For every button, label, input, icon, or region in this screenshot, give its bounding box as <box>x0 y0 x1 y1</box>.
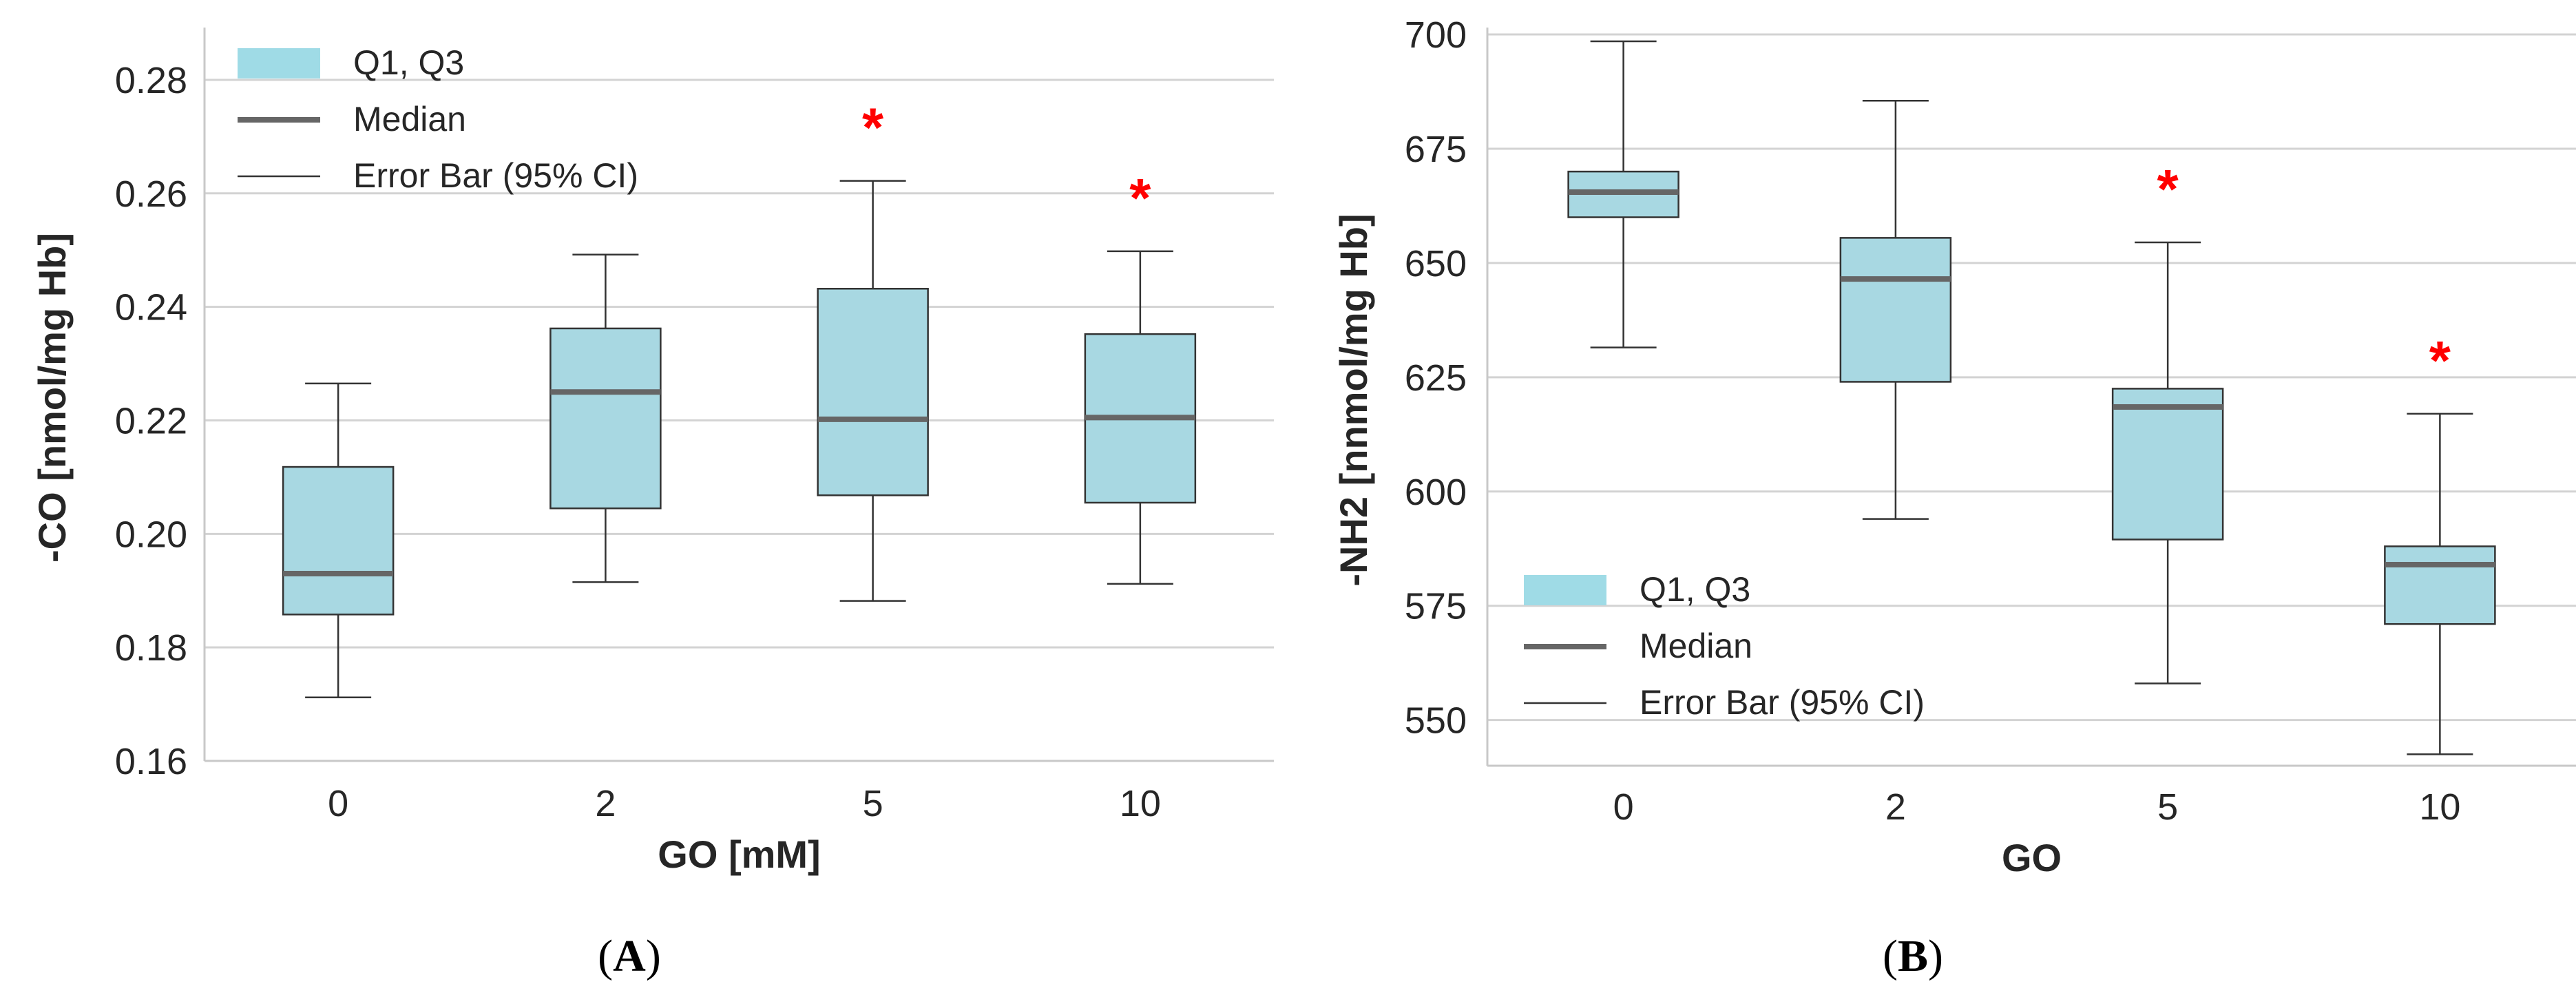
panel-label: (B) <box>1883 931 1943 981</box>
legend-patch <box>238 48 320 79</box>
panel-label-close: ) <box>1928 931 1943 981</box>
iqr-box <box>1839 237 1952 383</box>
y-axis-title: -NH2 [nnmol/mg Hb] <box>1332 213 1375 586</box>
box-10: * <box>1084 167 1197 585</box>
y-tick-label: 0.24 <box>115 287 187 328</box>
box-2 <box>549 253 662 583</box>
significance-star: * <box>2429 330 2451 391</box>
legend: Q1, Q3 Median Error Bar (95% CI) <box>1524 570 1925 722</box>
iqr-box <box>282 466 395 616</box>
iqr-box <box>2111 388 2224 541</box>
legend-label: Median <box>1640 627 1752 665</box>
x-tick-label: 10 <box>2419 786 2460 828</box>
box-10: * <box>2384 330 2496 755</box>
y-tick-label: 625 <box>1405 357 1467 399</box>
y-tick-label: 650 <box>1405 243 1467 284</box>
box-5: * <box>817 97 929 602</box>
y-tick-label: 675 <box>1405 129 1467 170</box>
box-5: * <box>2111 158 2224 684</box>
y-axis-title: -CO [nmol/mg Hb] <box>30 233 74 563</box>
legend-label: Q1, Q3 <box>353 43 464 82</box>
x-axis-title: GO <box>2002 836 2062 879</box>
iqr-box <box>2384 545 2496 625</box>
box-2 <box>1839 99 1952 520</box>
y-tick-label: 0.26 <box>115 174 187 215</box>
panel-label: (A) <box>598 931 661 981</box>
chart-panel-b: 550 575 600 625 650 675 700 0 2 * 5 * 10 GO -NH2 [nnmo… <box>1332 14 2576 981</box>
legend-label: Median <box>353 100 466 138</box>
x-tick-label: 0 <box>328 783 348 824</box>
y-tick-label: 700 <box>1405 14 1467 56</box>
panel-label-open: ( <box>598 931 613 981</box>
y-tick-label: 0.22 <box>115 400 187 441</box>
significance-star: * <box>1129 167 1151 229</box>
legend: Q1, Q3 Median Error Bar (95% CI) <box>238 43 638 195</box>
x-tick-label: 5 <box>863 783 883 824</box>
panel-label-close: ) <box>646 931 661 981</box>
y-tick-label: 0.28 <box>115 60 187 101</box>
x-tick-label: 0 <box>1613 786 1634 828</box>
x-tick-label: 2 <box>595 783 616 824</box>
y-tick-label: 575 <box>1405 586 1467 627</box>
chart-panel-a: 0.16 0.18 0.20 0.22 0.24 0.26 0.28 0 2 * 5 * 10 GO [m… <box>30 28 1274 981</box>
x-axis-title: GO [mM] <box>658 833 820 876</box>
legend-label: Error Bar (95% CI) <box>1640 683 1925 722</box>
x-tick-label: 10 <box>1120 783 1161 824</box>
y-tick-label: 0.18 <box>115 627 187 669</box>
panel-label-letter: B <box>1898 931 1928 981</box>
panel-label-letter: A <box>613 931 646 981</box>
legend-patch <box>1524 575 1606 605</box>
panel-label-open: ( <box>1883 931 1898 981</box>
y-tick-label: 600 <box>1405 472 1467 513</box>
significance-star: * <box>862 97 884 158</box>
y-tick-label: 0.20 <box>115 514 187 555</box>
x-tick-label: 2 <box>1885 786 1906 828</box>
box-0 <box>1567 40 1679 348</box>
iqr-box <box>549 327 662 510</box>
y-tick-label: 0.16 <box>115 741 187 782</box>
legend-label: Error Bar (95% CI) <box>353 156 638 195</box>
legend-label: Q1, Q3 <box>1640 570 1750 609</box>
y-tick-label: 550 <box>1405 700 1467 742</box>
box-0 <box>282 382 395 698</box>
iqr-box <box>817 288 929 496</box>
significance-star: * <box>2157 158 2179 220</box>
x-tick-label: 5 <box>2157 786 2178 828</box>
